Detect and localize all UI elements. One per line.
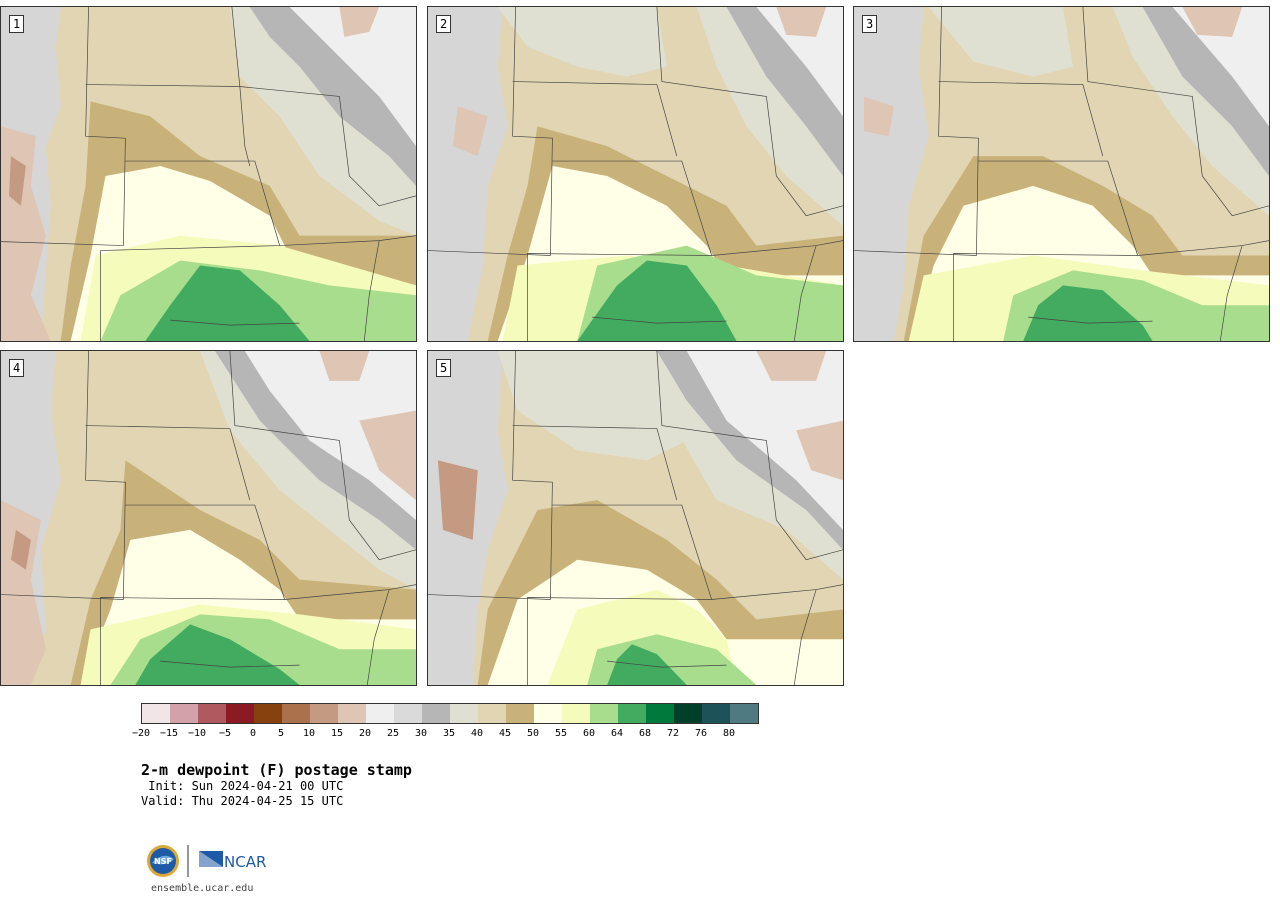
- logo-block: NSF NCAR: [147, 845, 266, 877]
- colorbar-tick-label: 68: [638, 728, 652, 739]
- map-panel-2: 2: [427, 6, 844, 342]
- dewpoint-map-5: [428, 351, 843, 685]
- colorbar-swatch: [338, 704, 366, 723]
- panel-label: 2: [436, 15, 452, 33]
- colorbar: [141, 703, 759, 724]
- figure-title: 2-m dewpoint (F) postage stamp: [141, 761, 412, 779]
- ncar-logo-text: NCAR: [224, 853, 266, 871]
- colorbar-swatch: [366, 704, 394, 723]
- ncar-logo: NCAR: [199, 851, 266, 871]
- map-panel-4: 4: [0, 350, 417, 686]
- colorbar-swatch: [730, 704, 758, 723]
- dewpoint-map-3: [854, 7, 1269, 341]
- colorbar-tick-label: 5: [277, 728, 285, 739]
- colorbar-swatch: [142, 704, 170, 723]
- colorbar-swatch: [674, 704, 702, 723]
- colorbar-tick-label: 15: [330, 728, 344, 739]
- map-panel-5: 5: [427, 350, 844, 686]
- dewpoint-map-4: [1, 351, 416, 685]
- colorbar-tick-label: 60: [582, 728, 596, 739]
- panel-label: 4: [9, 359, 25, 377]
- colorbar-tick-label: 10: [302, 728, 316, 739]
- colorbar-swatch: [310, 704, 338, 723]
- colorbar-swatch: [226, 704, 254, 723]
- colorbar-swatch: [646, 704, 674, 723]
- colorbar-tick-label: −15: [159, 728, 179, 739]
- colorbar-swatch: [254, 704, 282, 723]
- dewpoint-map-1: [1, 7, 416, 341]
- colorbar-swatch: [422, 704, 450, 723]
- colorbar-swatch: [506, 704, 534, 723]
- nsf-logo: NSF: [147, 845, 179, 877]
- colorbar-swatch: [478, 704, 506, 723]
- colorbar-swatch: [562, 704, 590, 723]
- colorbar-swatch: [590, 704, 618, 723]
- colorbar-tick-label: −10: [187, 728, 207, 739]
- nsf-logo-text: NSF: [154, 857, 172, 866]
- colorbar-tick-label: 72: [666, 728, 680, 739]
- colorbar-tick-label: 40: [470, 728, 484, 739]
- valid-time: Valid: Thu 2024-04-25 15 UTC: [141, 794, 344, 808]
- colorbar-tick-label: 35: [442, 728, 456, 739]
- colorbar-tick-label: 55: [554, 728, 568, 739]
- colorbar-tick-label: −20: [131, 728, 151, 739]
- colorbar-tick-label: 30: [414, 728, 428, 739]
- map-panel-3: 3: [853, 6, 1270, 342]
- site-url: ensemble.ucar.edu: [151, 883, 254, 894]
- colorbar-tick-label: −5: [218, 728, 232, 739]
- colorbar-swatch: [198, 704, 226, 723]
- colorbar-tick-label: 76: [694, 728, 708, 739]
- colorbar-swatch: [450, 704, 478, 723]
- colorbar-tick-label: 0: [249, 728, 257, 739]
- colorbar-swatch: [702, 704, 730, 723]
- colorbar-swatch: [394, 704, 422, 723]
- colorbar-tick-label: 25: [386, 728, 400, 739]
- colorbar-swatch: [170, 704, 198, 723]
- init-time: Init: Sun 2024-04-21 00 UTC: [141, 779, 344, 793]
- colorbar-tick-label: 45: [498, 728, 512, 739]
- colorbar-tick-label: 80: [722, 728, 736, 739]
- panel-label: 1: [9, 15, 25, 33]
- colorbar-tick-label: 50: [526, 728, 540, 739]
- colorbar-swatch: [534, 704, 562, 723]
- colorbar-tick-label: 64: [610, 728, 624, 739]
- dewpoint-map-2: [428, 7, 843, 341]
- map-panel-1: 1: [0, 6, 417, 342]
- colorbar-swatch: [618, 704, 646, 723]
- panel-label: 3: [862, 15, 878, 33]
- colorbar-tick-label: 20: [358, 728, 372, 739]
- panel-label: 5: [436, 359, 452, 377]
- colorbar-swatch: [282, 704, 310, 723]
